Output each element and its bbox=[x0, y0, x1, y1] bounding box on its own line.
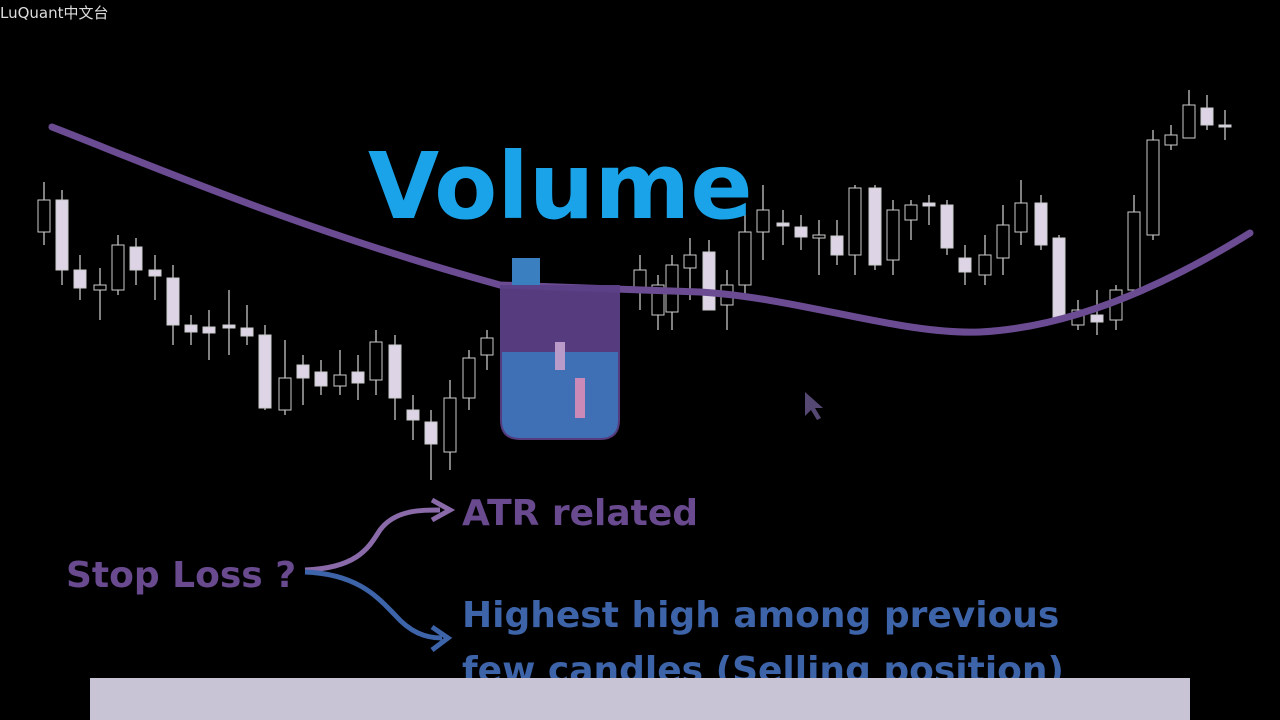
candle-body bbox=[1182, 104, 1196, 139]
candle-body bbox=[978, 254, 992, 276]
candle-body bbox=[73, 269, 87, 289]
option-text: Highest high among previous bbox=[462, 595, 1059, 636]
candle-body bbox=[55, 199, 69, 271]
candle-body bbox=[462, 357, 476, 399]
candle-body bbox=[996, 224, 1010, 259]
jar-tab bbox=[512, 258, 540, 288]
candle-body bbox=[111, 244, 125, 291]
arrow bbox=[304, 507, 441, 573]
candle-body bbox=[388, 344, 402, 399]
slide-title: Volume bbox=[368, 133, 753, 240]
candle-body bbox=[1034, 202, 1048, 246]
arrow bbox=[304, 569, 443, 641]
candle-body bbox=[904, 204, 918, 221]
candle-body bbox=[958, 257, 972, 273]
candle-body bbox=[222, 324, 236, 329]
candle-body bbox=[406, 409, 420, 421]
candle-body bbox=[868, 187, 882, 266]
candle-body bbox=[240, 327, 254, 337]
candle-body bbox=[1218, 124, 1232, 128]
candle-body bbox=[166, 277, 180, 326]
candle-body bbox=[1127, 211, 1141, 291]
candle-body bbox=[848, 187, 862, 256]
candlestick-illustration bbox=[37, 90, 1232, 480]
candle-body bbox=[443, 397, 457, 453]
candle-body bbox=[1090, 314, 1104, 323]
candle-body bbox=[480, 337, 494, 356]
candle-body bbox=[1164, 134, 1178, 146]
stop-loss-label: Stop Loss ? bbox=[66, 555, 296, 596]
candle-body bbox=[258, 334, 272, 409]
candle-body bbox=[37, 199, 51, 233]
candle-body bbox=[940, 204, 954, 249]
candle-body bbox=[756, 209, 770, 233]
candle-body bbox=[776, 222, 790, 227]
candle-body bbox=[830, 235, 844, 256]
candle-body bbox=[812, 234, 826, 239]
volume-jar bbox=[500, 258, 620, 440]
jar-liquid bbox=[502, 352, 618, 438]
candle-body bbox=[794, 226, 808, 238]
candle-body bbox=[148, 269, 162, 277]
candle-body bbox=[424, 421, 438, 445]
candle-body bbox=[333, 374, 347, 387]
jar-candle bbox=[555, 342, 565, 370]
channel-watermark: LuQuant中文台 bbox=[0, 4, 109, 22]
candle-body bbox=[1146, 139, 1160, 236]
moving-average-line bbox=[48, 123, 1254, 336]
candle-body bbox=[278, 377, 292, 411]
candle-body bbox=[922, 202, 936, 207]
candle-body bbox=[129, 246, 143, 271]
arrow-head bbox=[430, 497, 456, 523]
option-text: ATR related bbox=[462, 493, 698, 534]
candle-body bbox=[184, 324, 198, 333]
candle-body bbox=[369, 341, 383, 381]
candle-body bbox=[738, 231, 752, 286]
subtitle-bar bbox=[90, 678, 1190, 720]
candle-body bbox=[351, 371, 365, 384]
candle-body bbox=[683, 254, 697, 269]
jar-candle bbox=[575, 378, 585, 418]
candle-body bbox=[702, 251, 716, 311]
candle-body bbox=[1014, 202, 1028, 233]
candle-body bbox=[1052, 237, 1066, 319]
candle-body bbox=[202, 326, 216, 334]
candle-body bbox=[93, 284, 107, 291]
candle-body bbox=[314, 371, 328, 387]
arrow-head bbox=[430, 624, 453, 652]
cursor bbox=[805, 392, 823, 420]
candle-body bbox=[296, 364, 310, 379]
candle-body bbox=[886, 209, 900, 261]
candle-body bbox=[1200, 107, 1214, 126]
